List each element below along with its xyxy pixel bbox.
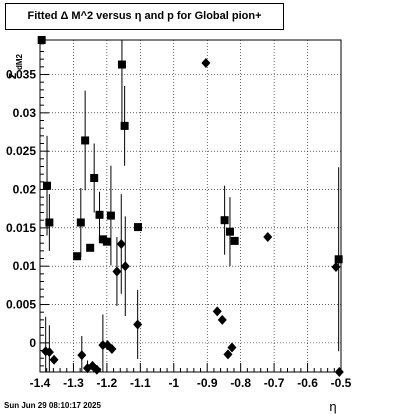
data-point-square	[98, 235, 107, 244]
y-tick-label: 0.02	[13, 183, 37, 197]
data-point-diamond	[212, 306, 222, 317]
y-tick-label: 0.01	[13, 259, 37, 273]
data-point-square	[81, 136, 90, 145]
data-point-square	[95, 210, 104, 219]
x-tick-label: -1.4	[30, 376, 51, 390]
data-point-square	[230, 236, 239, 245]
error-bars	[45, 40, 340, 372]
x-tick-label: -0.5	[331, 376, 352, 390]
data-markers	[37, 36, 344, 377]
data-point-diamond	[77, 350, 87, 361]
data-point-square	[73, 252, 82, 261]
data-point-diamond	[49, 354, 59, 365]
data-point-diamond	[217, 314, 227, 325]
axis-ticks	[39, 43, 342, 372]
y-axis-label-main: z	[4, 72, 19, 79]
x-tick-label: -1.3	[63, 376, 84, 390]
data-point-square	[102, 237, 111, 246]
data-point-diamond	[112, 266, 122, 277]
data-point-diamond	[133, 319, 143, 330]
data-point-diamond	[120, 261, 130, 272]
y-axis-label-sub: dM2	[15, 53, 24, 70]
data-point-diamond	[227, 342, 237, 353]
y-tick-label: 0.03	[13, 106, 37, 120]
data-point-diamond	[331, 261, 341, 272]
data-point-square	[117, 60, 126, 69]
x-tick-label: -0.7	[264, 376, 285, 390]
x-tick-label: -1	[168, 376, 179, 390]
data-point-square	[45, 218, 54, 227]
y-tick-label: 0	[29, 336, 36, 350]
data-point-square	[220, 216, 229, 225]
data-point-square	[106, 211, 115, 220]
data-point-diamond	[116, 238, 126, 249]
data-point-square	[334, 255, 343, 264]
y-tick-label: 0.025	[6, 144, 36, 158]
x-tick-label: -0.8	[230, 376, 251, 390]
data-point-square	[43, 181, 52, 190]
data-point-diamond	[223, 349, 233, 360]
grid-lines	[39, 40, 342, 372]
data-point-diamond	[98, 340, 108, 351]
plot-frame	[39, 39, 342, 373]
y-axis-label: z dM2	[4, 53, 24, 79]
data-point-square	[86, 243, 95, 252]
x-tick-label: -0.9	[197, 376, 218, 390]
y-tick-label: 0.005	[6, 298, 36, 312]
data-point-square	[90, 174, 99, 183]
x-axis-label: η	[329, 399, 336, 414]
data-point-square	[76, 218, 85, 227]
x-tick-label: -0.6	[297, 376, 318, 390]
data-point-square	[133, 223, 142, 232]
y-tick-label: 0.015	[6, 221, 36, 235]
x-tick-label: -1.1	[130, 376, 151, 390]
y-tick-label: 0.035	[6, 68, 36, 82]
data-point-diamond	[263, 232, 273, 243]
chart-title: Fitted Δ M^2 versus η and p for Global p…	[5, 3, 284, 30]
data-point-diamond	[107, 343, 117, 354]
data-point-diamond	[44, 347, 54, 358]
tick-labels: -1.4 -1.3 -1.2 -1.1 -1 -0.9 -0.8 -0.7 -0.6 -0.5 0 0…	[6, 68, 352, 390]
data-point-diamond	[201, 58, 211, 69]
data-point-square	[225, 227, 234, 236]
footer-timestamp: Sun Jun 29 08:10:17 2025	[4, 401, 101, 410]
x-tick-label: -1.2	[97, 376, 118, 390]
data-point-square	[120, 121, 129, 130]
